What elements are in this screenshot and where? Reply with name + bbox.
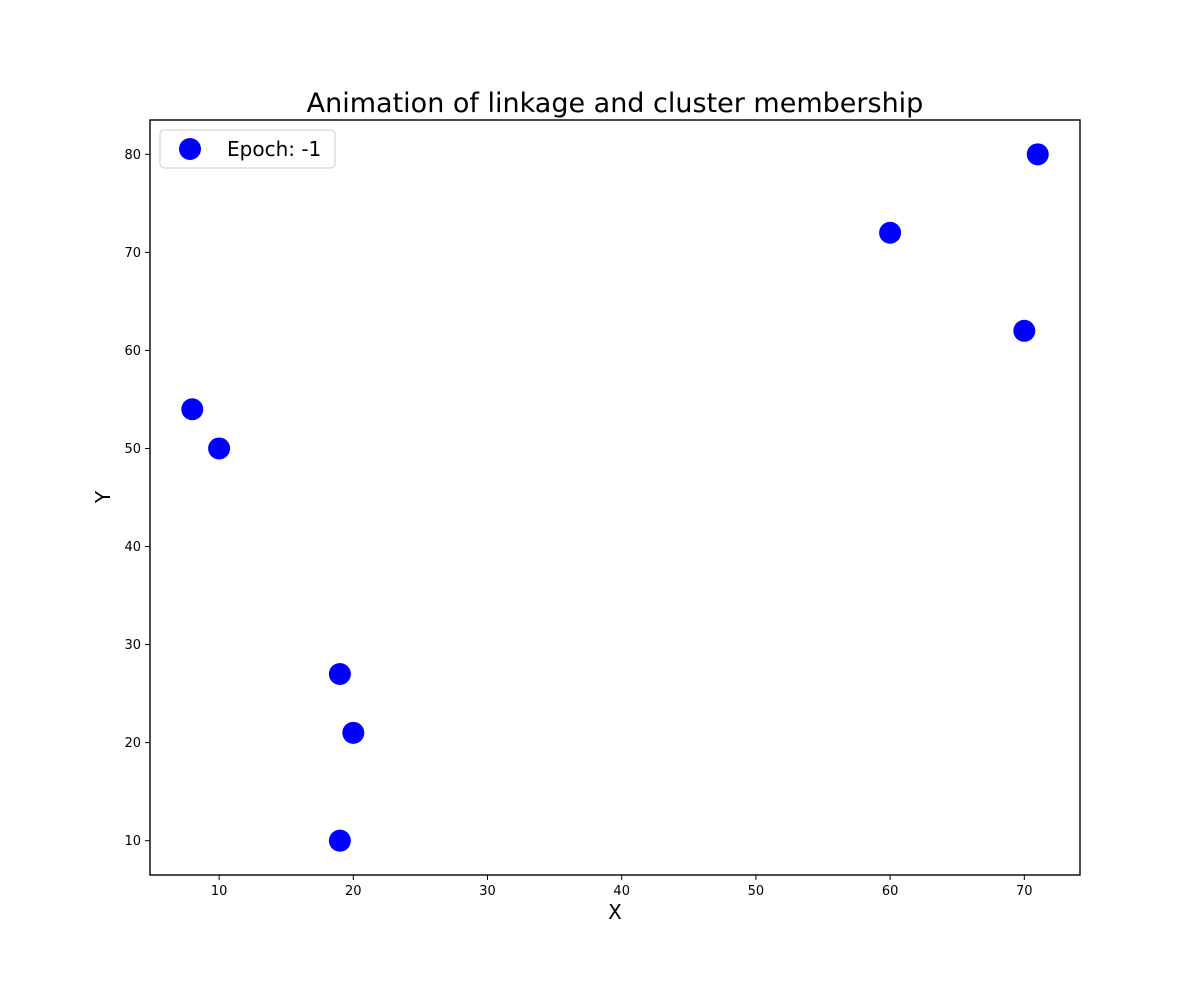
data-point xyxy=(1013,319,1036,342)
y-tick-label: 70 xyxy=(124,246,141,261)
x-axis-label: X xyxy=(608,900,622,924)
data-point xyxy=(208,437,231,460)
data-point xyxy=(181,398,204,421)
x-tick-label: 40 xyxy=(613,884,630,899)
y-tick-label: 60 xyxy=(124,344,141,359)
y-tick-label: 30 xyxy=(124,638,141,653)
x-tick-label: 10 xyxy=(211,884,228,899)
data-point xyxy=(879,221,902,244)
legend: Epoch: -1 xyxy=(159,129,336,169)
data-point xyxy=(328,662,351,685)
x-tick-label: 30 xyxy=(479,884,496,899)
x-tick-label: 70 xyxy=(1016,884,1033,899)
axes-frame xyxy=(149,119,1081,876)
x-tick-label: 50 xyxy=(748,884,765,899)
data-point xyxy=(1026,143,1049,166)
y-tick-label: 40 xyxy=(124,540,141,555)
data-point xyxy=(342,721,365,744)
data-point xyxy=(328,829,351,852)
legend-box xyxy=(159,129,336,169)
legend-label: Epoch: -1 xyxy=(227,137,321,161)
x-tick-label: 60 xyxy=(882,884,899,899)
y-tick-label: 80 xyxy=(124,148,141,163)
x-tick-label: 20 xyxy=(345,884,362,899)
y-tick-label: 10 xyxy=(124,834,141,849)
chart-title: Animation of linkage and cluster members… xyxy=(307,88,924,119)
plot-area: 10 20 30 40 50 60 70 10 20 30 40 50 60 70 80 xyxy=(124,119,1081,899)
legend-marker xyxy=(179,138,201,160)
y-tick-label: 50 xyxy=(124,442,141,457)
y-axis-label: Y xyxy=(91,490,115,504)
y-tick-label: 20 xyxy=(124,736,141,751)
